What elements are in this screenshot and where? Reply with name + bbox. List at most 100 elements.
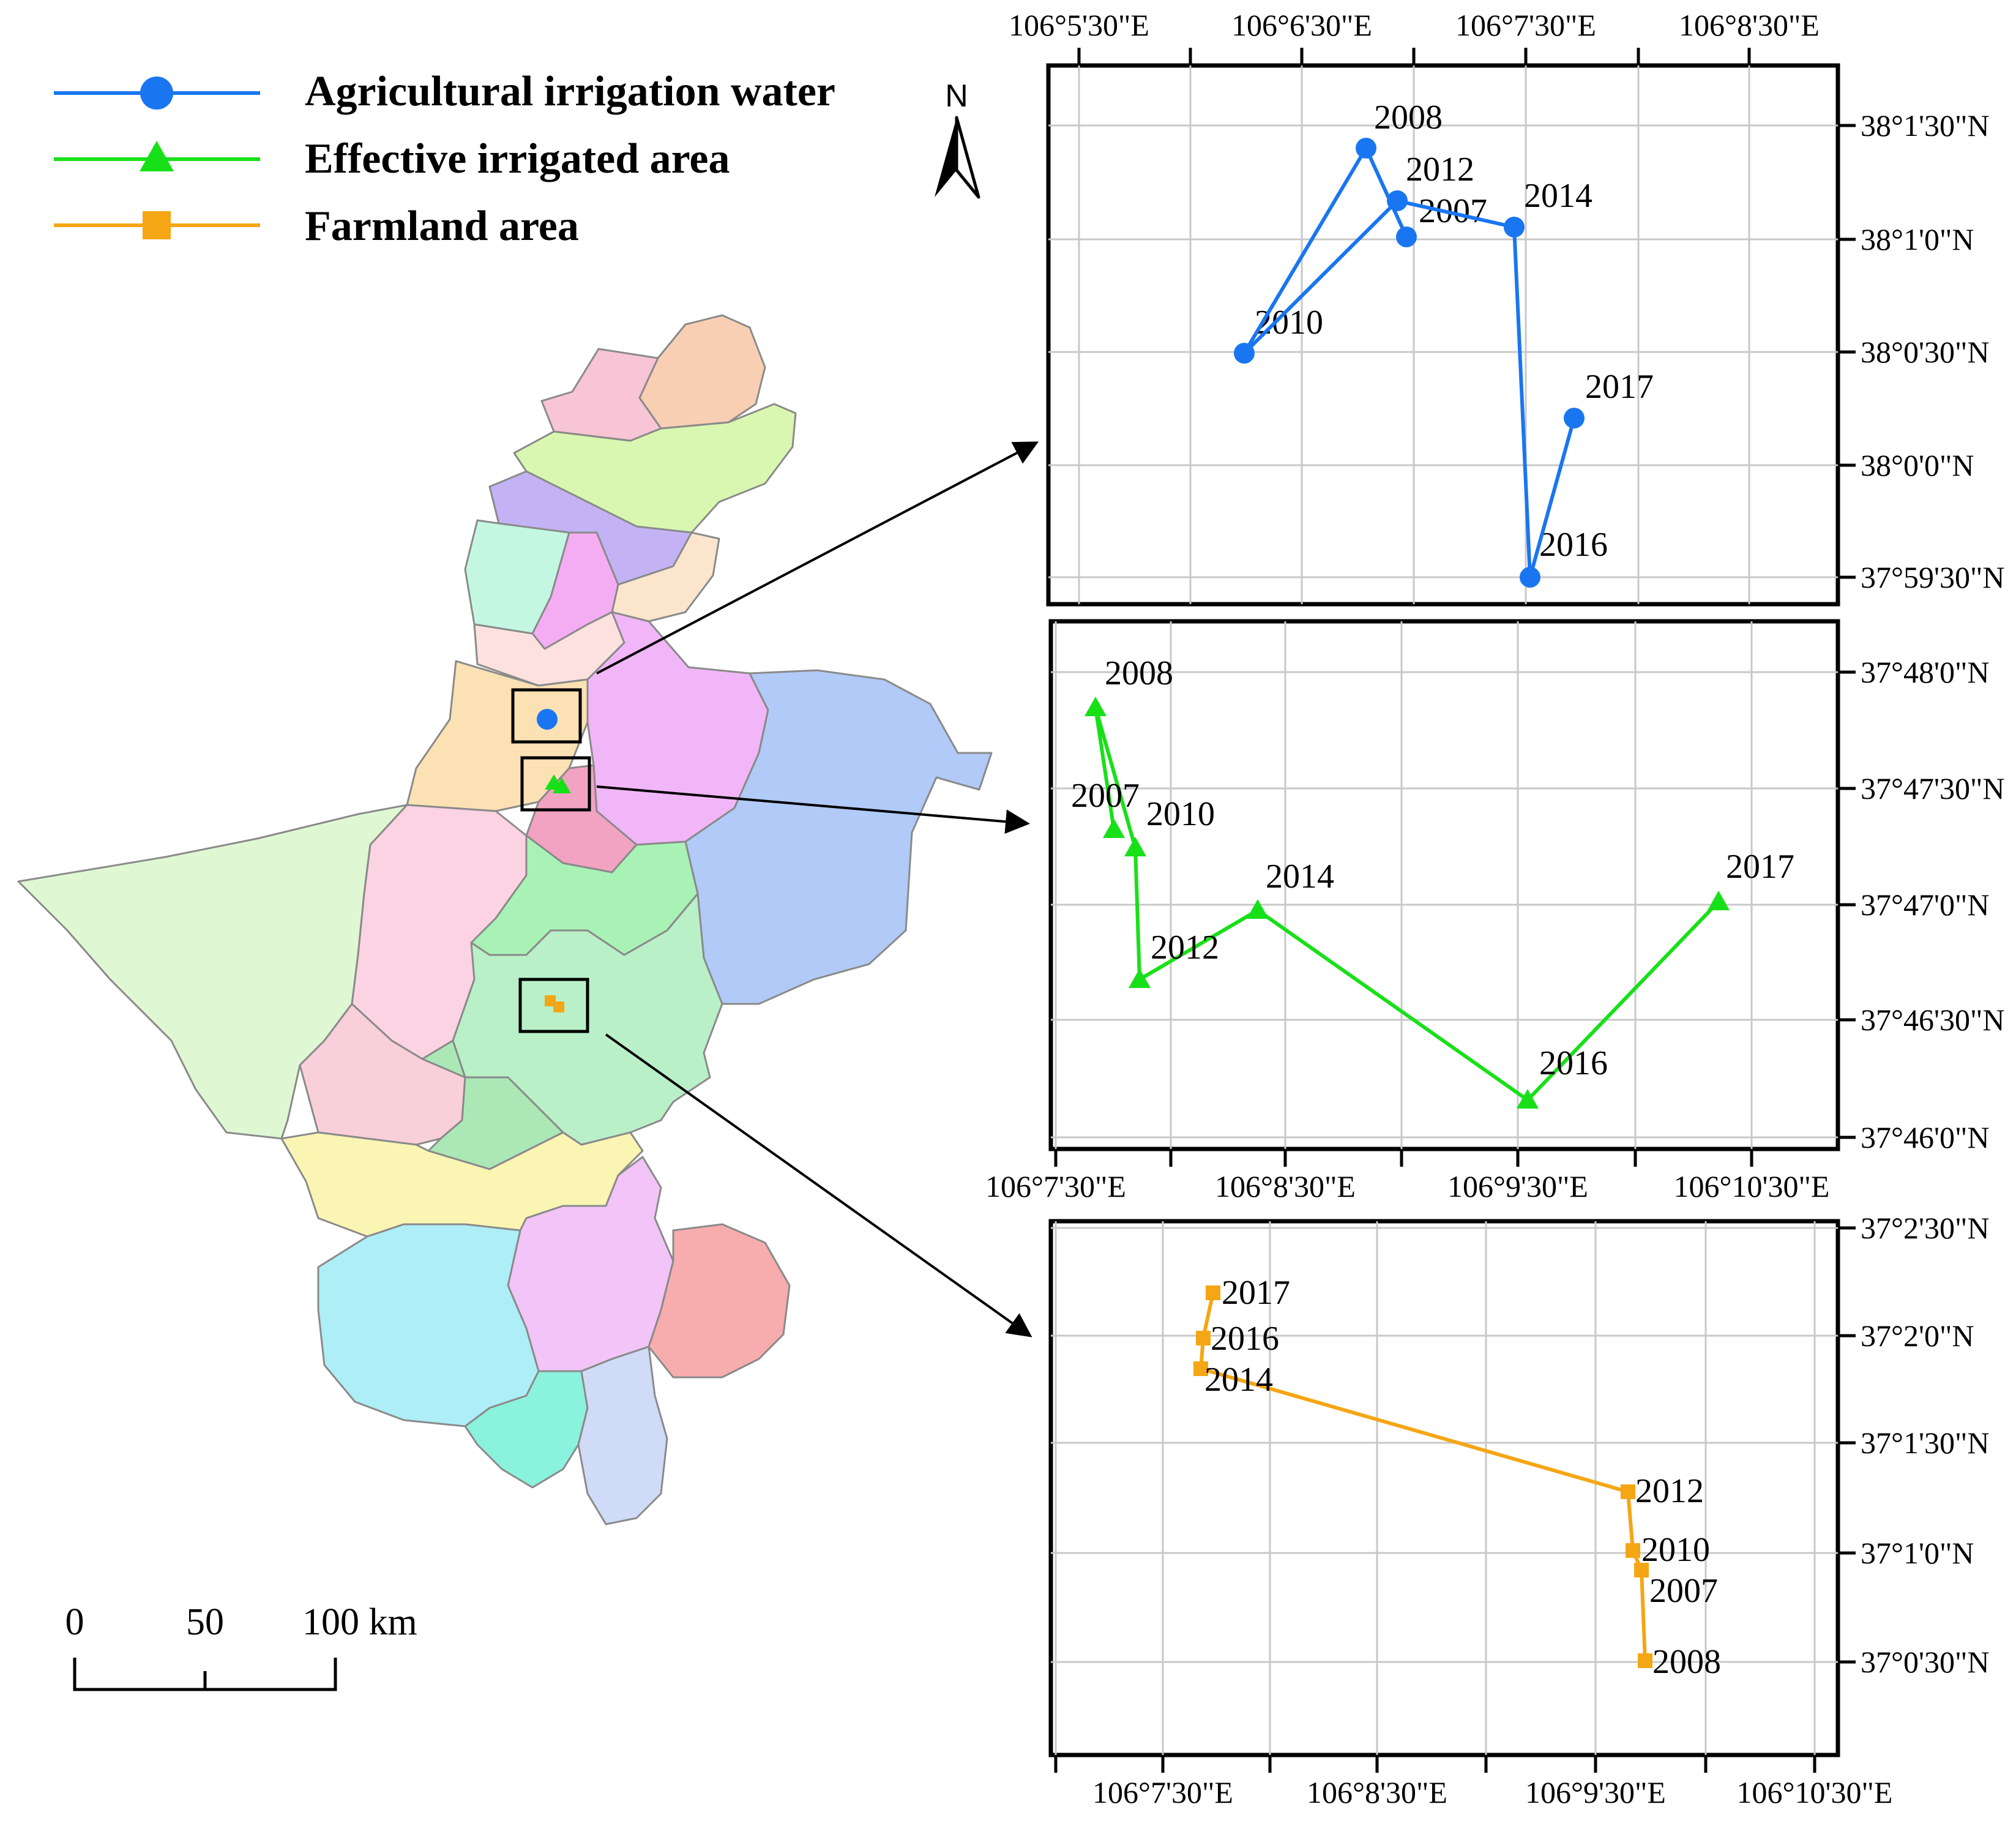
farmland-x-label-3: 106°9'30"E [1525, 1775, 1666, 1809]
water-y-label-3: 38°0'30"N [1861, 335, 1990, 369]
legend-label-farmland: Farmland area [305, 203, 579, 250]
irrigated-year-2016: 2016 [1539, 1044, 1608, 1082]
farmland-point-2010 [1626, 1543, 1640, 1558]
farmland-point-2014 [1193, 1361, 1208, 1376]
farmland-x-label-2: 106°8'30"E [1307, 1775, 1447, 1809]
water-year-2016: 2016 [1539, 526, 1608, 564]
irrigated-y-label-1: 37°48'0"N [1861, 655, 1990, 689]
water-x-label-3: 106°7'30"E [1455, 8, 1596, 42]
farmland-point-2008 [1638, 1653, 1652, 1668]
region-south-cyan [317, 1223, 540, 1427]
irrigated-point-2007 [1103, 818, 1125, 838]
water-trajectory-path [1242, 146, 1576, 579]
panel-water: 106°5'30"E 106°6'30"E 106°7'30"E 106°8'3… [1009, 8, 2005, 607]
farmland-year-2017: 2017 [1222, 1274, 1290, 1312]
panel-farmland-grid [1051, 1221, 1838, 1755]
legend-item-water: Agricultural irrigation water [54, 68, 835, 115]
farmland-y-label-1: 37°2'30"N [1861, 1211, 1990, 1245]
water-x-label-1: 106°5'30"E [1009, 8, 1149, 42]
panel-water-ticks [1077, 48, 1856, 579]
irrigated-point-2016 [1517, 1089, 1539, 1109]
panel-farmland: 106°7'30"E 106°8'30"E 106°9'30"E 106°10'… [1048, 1211, 1990, 1809]
irrigated-point-2014 [1247, 899, 1269, 919]
irrigated-y-label-3: 37°47'0"N [1861, 888, 1990, 922]
water-year-2008: 2008 [1374, 99, 1443, 137]
legend-triangle-marker [140, 141, 174, 171]
region-map [17, 314, 993, 1525]
region-south-aqua [464, 1370, 589, 1489]
arrow-to-water-panel [596, 441, 1039, 675]
location-box-water [511, 688, 582, 744]
irrigated-point-2017 [1708, 891, 1730, 910]
panel-irrigated: 106°7'30"E 106°8'30"E 106°9'30"E 106°10'… [985, 619, 2005, 1203]
region-north-peach [638, 314, 766, 430]
water-year-2007: 2007 [1419, 192, 1487, 230]
farmland-point-2012 [1621, 1484, 1635, 1499]
irrigated-y-label-2: 37°47'30"N [1861, 771, 2005, 806]
irrigated-x-label-2: 106°8'30"E [1215, 1169, 1356, 1203]
legend-item-farmland: Farmland area [54, 203, 579, 250]
irrigated-year-2007: 2007 [1071, 777, 1140, 815]
panel-irrigated-grid [1051, 621, 1838, 1149]
irrigated-x-label-4: 106°10'30"E [1674, 1169, 1830, 1203]
irrigated-x-label-1: 106°7'30"E [985, 1169, 1126, 1203]
arrow-to-irrigated-panel [596, 785, 1030, 834]
panel-irrigated-frame [1048, 619, 1840, 1151]
legend-item-irrigated: Effective irrigated area [54, 135, 730, 182]
water-year-2017: 2017 [1585, 368, 1654, 406]
region-east-blue [684, 669, 993, 1005]
north-arrow-icon: N [935, 78, 980, 199]
farmland-y-label-3: 37°1'30"N [1861, 1426, 1990, 1460]
scale-bar: 0 50 100 km [65, 1601, 417, 1691]
panel-farmland-ticks [1054, 1226, 1856, 1773]
location-marker-irrigated-2 [553, 777, 571, 793]
water-year-2012: 2012 [1406, 151, 1474, 189]
irrigated-year-2014: 2014 [1266, 858, 1334, 896]
scale-tick-50: 50 [186, 1601, 224, 1643]
legend-label-water: Agricultural irrigation water [305, 68, 835, 115]
panel-irrigated-ticks [1054, 670, 1856, 1167]
scale-tick-100: 100 km [302, 1601, 417, 1643]
farmland-year-2010: 2010 [1641, 1531, 1710, 1569]
water-y-label-1: 38°1'30"N [1861, 108, 1990, 143]
panel-water-frame [1046, 63, 1840, 607]
scale-tick-0: 0 [65, 1601, 84, 1643]
location-box-farmland [518, 978, 589, 1033]
location-marker-farmland-2 [553, 1001, 564, 1012]
legend-square-marker [143, 211, 171, 239]
connector-arrows [596, 441, 1039, 1338]
farmland-y-label-4: 37°1'0"N [1861, 1536, 1974, 1570]
farmland-y-label-2: 37°2'0"N [1861, 1319, 1974, 1353]
farmland-point-2017 [1206, 1285, 1220, 1300]
irrigated-year-2010: 2010 [1146, 795, 1215, 833]
irrigated-y-label-5: 37°46'0"N [1861, 1120, 1990, 1154]
irrigated-point-2010 [1124, 837, 1146, 856]
water-x-label-2: 106°6'30"E [1231, 8, 1372, 42]
map-location-boxes [511, 688, 591, 1033]
irrigated-year-2008: 2008 [1105, 654, 1173, 692]
irrigated-x-label-3: 106°9'30"E [1447, 1169, 1588, 1203]
irrigated-point-2008 [1085, 697, 1107, 716]
farmland-point-2016 [1196, 1331, 1211, 1345]
location-box-irrigated [520, 756, 591, 812]
farmland-y-label-5: 37°0'30"N [1861, 1645, 1990, 1679]
farmland-year-2016: 2016 [1211, 1320, 1279, 1358]
water-y-label-2: 38°1'0"N [1861, 222, 1974, 256]
water-y-label-5: 37°59'30"N [1861, 560, 2005, 594]
irrigated-year-2012: 2012 [1151, 929, 1219, 967]
water-year-2014: 2014 [1524, 177, 1592, 215]
region-south-periwinkle [577, 1345, 668, 1525]
irrigated-point-2012 [1129, 968, 1151, 988]
location-marker-farmland-1 [545, 995, 556, 1006]
farmland-year-2007: 2007 [1649, 1572, 1718, 1610]
irrigated-y-label-4: 37°46'30"N [1861, 1003, 2005, 1037]
arrow-to-farmland-panel [605, 1033, 1032, 1338]
north-label: N [945, 78, 968, 114]
farmland-x-label-1: 106°7'30"E [1092, 1775, 1233, 1809]
legend-circle-marker [140, 77, 173, 110]
water-x-label-4: 106°8'30"E [1679, 8, 1820, 42]
farmland-year-2012: 2012 [1635, 1472, 1704, 1510]
water-y-label-4: 38°0'0"N [1861, 448, 1974, 482]
farmland-x-label-4: 106°10'30"E [1737, 1775, 1893, 1809]
